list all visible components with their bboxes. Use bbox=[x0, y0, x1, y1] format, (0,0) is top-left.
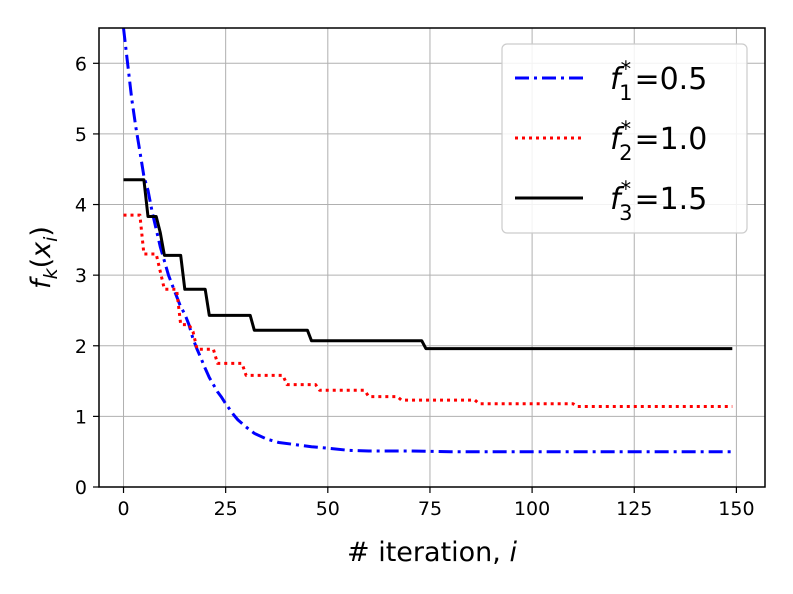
x-tick-label: 125 bbox=[616, 498, 652, 520]
series-layer bbox=[122, 28, 733, 454]
series-1-line bbox=[122, 28, 733, 454]
plot-frame bbox=[98, 27, 766, 488]
x-axis-label: # iteration, i bbox=[347, 537, 517, 568]
y-axis: 0 1 2 3 4 5 6 bbox=[75, 53, 99, 499]
y-tick-label: 2 bbox=[75, 336, 87, 358]
y-tick-label: 3 bbox=[75, 265, 87, 287]
y-tick-label: 5 bbox=[75, 124, 87, 146]
x-tick-label: 150 bbox=[718, 498, 754, 520]
legend-item: f* 2=1.0 bbox=[515, 117, 707, 165]
legend-label: f* 3=1.5 bbox=[610, 177, 707, 225]
x-tick-label: 50 bbox=[316, 498, 340, 520]
x-tick-label: 100 bbox=[514, 498, 550, 520]
series-2-line bbox=[123, 213, 733, 408]
x-tick-label: 75 bbox=[418, 498, 442, 520]
series-3-line bbox=[123, 178, 733, 351]
legend-label: f* 2=1.0 bbox=[610, 117, 707, 165]
y-tick-label: 1 bbox=[75, 406, 87, 428]
legend-item: f* 3=1.5 bbox=[515, 177, 707, 225]
y-tick-label: 4 bbox=[75, 195, 87, 217]
x-axis: 0 25 50 75 100 125 150 bbox=[117, 487, 755, 520]
legend-label: f* 1=0.5 bbox=[610, 57, 707, 105]
x-tick-label: 0 bbox=[117, 498, 129, 520]
y-axis-label: fk(xi) bbox=[26, 226, 62, 289]
legend-item: f* 1=0.5 bbox=[515, 57, 707, 105]
y-tick-label: 6 bbox=[75, 53, 87, 75]
y-tick-label: 0 bbox=[75, 477, 87, 499]
legend: f* 1=0.5 f* 2=1.0 f* 3=1.5 bbox=[501, 43, 748, 234]
x-tick-label: 25 bbox=[214, 498, 238, 520]
legend-box bbox=[501, 43, 748, 234]
